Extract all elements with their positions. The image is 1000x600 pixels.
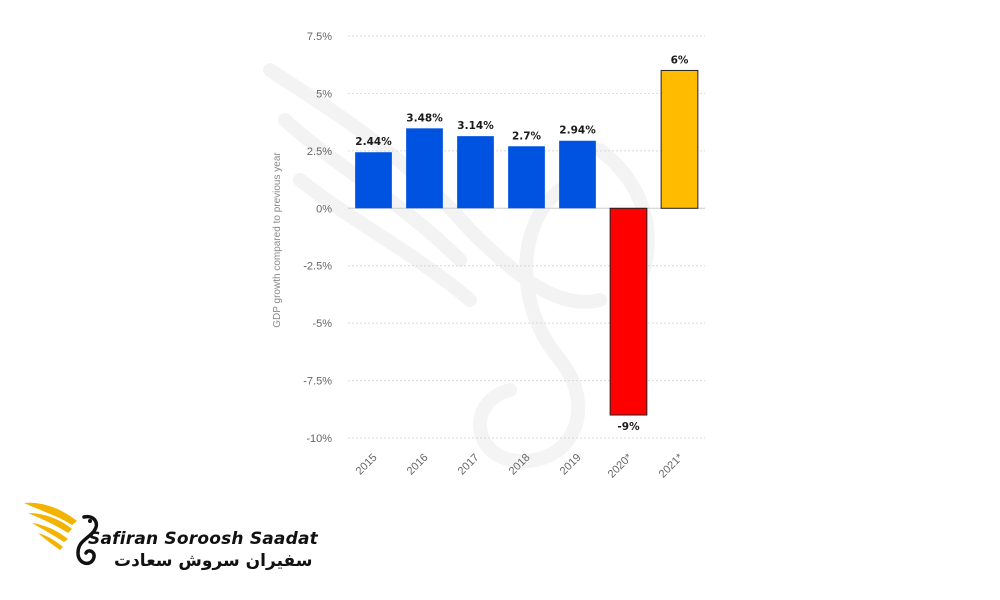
bar-value-label: 2.7%	[512, 130, 542, 142]
y-tick-label: -2.5%	[303, 261, 332, 273]
watermark-bird	[263, 63, 655, 469]
x-tick-label: 2015	[354, 452, 380, 478]
bar-2016	[406, 128, 443, 209]
y-tick-label: 2.5%	[307, 146, 332, 158]
bar-2021	[660, 69, 699, 209]
x-tick-label: 2021*	[657, 451, 686, 480]
y-tick-label: 0%	[316, 203, 332, 215]
bar-value-label: 2.94%	[559, 125, 596, 137]
y-tick-label: -10%	[306, 433, 332, 445]
bar-2017	[457, 136, 494, 209]
bar-value-label: 3.14%	[457, 120, 494, 132]
bar-value-label: -9%	[617, 421, 640, 433]
brand-logo: Safiran Soroosh Saadat سفیران سروش سعادت	[22, 495, 318, 585]
eagle-logo-icon	[24, 502, 99, 566]
brand-name-english: Safiran Soroosh Saadat	[88, 529, 318, 549]
y-tick-label: -7.5%	[303, 376, 332, 388]
y-tick-label: 5%	[316, 88, 332, 100]
y-tick-label: 7.5%	[307, 31, 332, 43]
brand-name-persian: سفیران سروش سعادت	[114, 551, 313, 571]
x-tick-label: 2020*	[606, 451, 635, 480]
x-tick-label: 2016	[405, 452, 431, 478]
bar-2019	[559, 140, 596, 209]
bar-value-label: 2.44%	[355, 136, 392, 148]
y-tick-label: -5%	[312, 318, 332, 330]
bar-2015	[355, 152, 392, 209]
bar-2018	[508, 146, 545, 209]
bars-layer	[355, 69, 699, 416]
labels-layer: 2.44% 3.48% 3.14% 2.7% 2.94% -9% 6%	[355, 54, 689, 433]
bar-2020	[609, 207, 648, 416]
y-axis-label: GDP growth compared to previous year	[272, 152, 283, 328]
bar-value-label: 6%	[671, 54, 689, 66]
x-tick-label: 2017	[456, 452, 482, 478]
bar-value-label: 3.48%	[406, 112, 443, 124]
